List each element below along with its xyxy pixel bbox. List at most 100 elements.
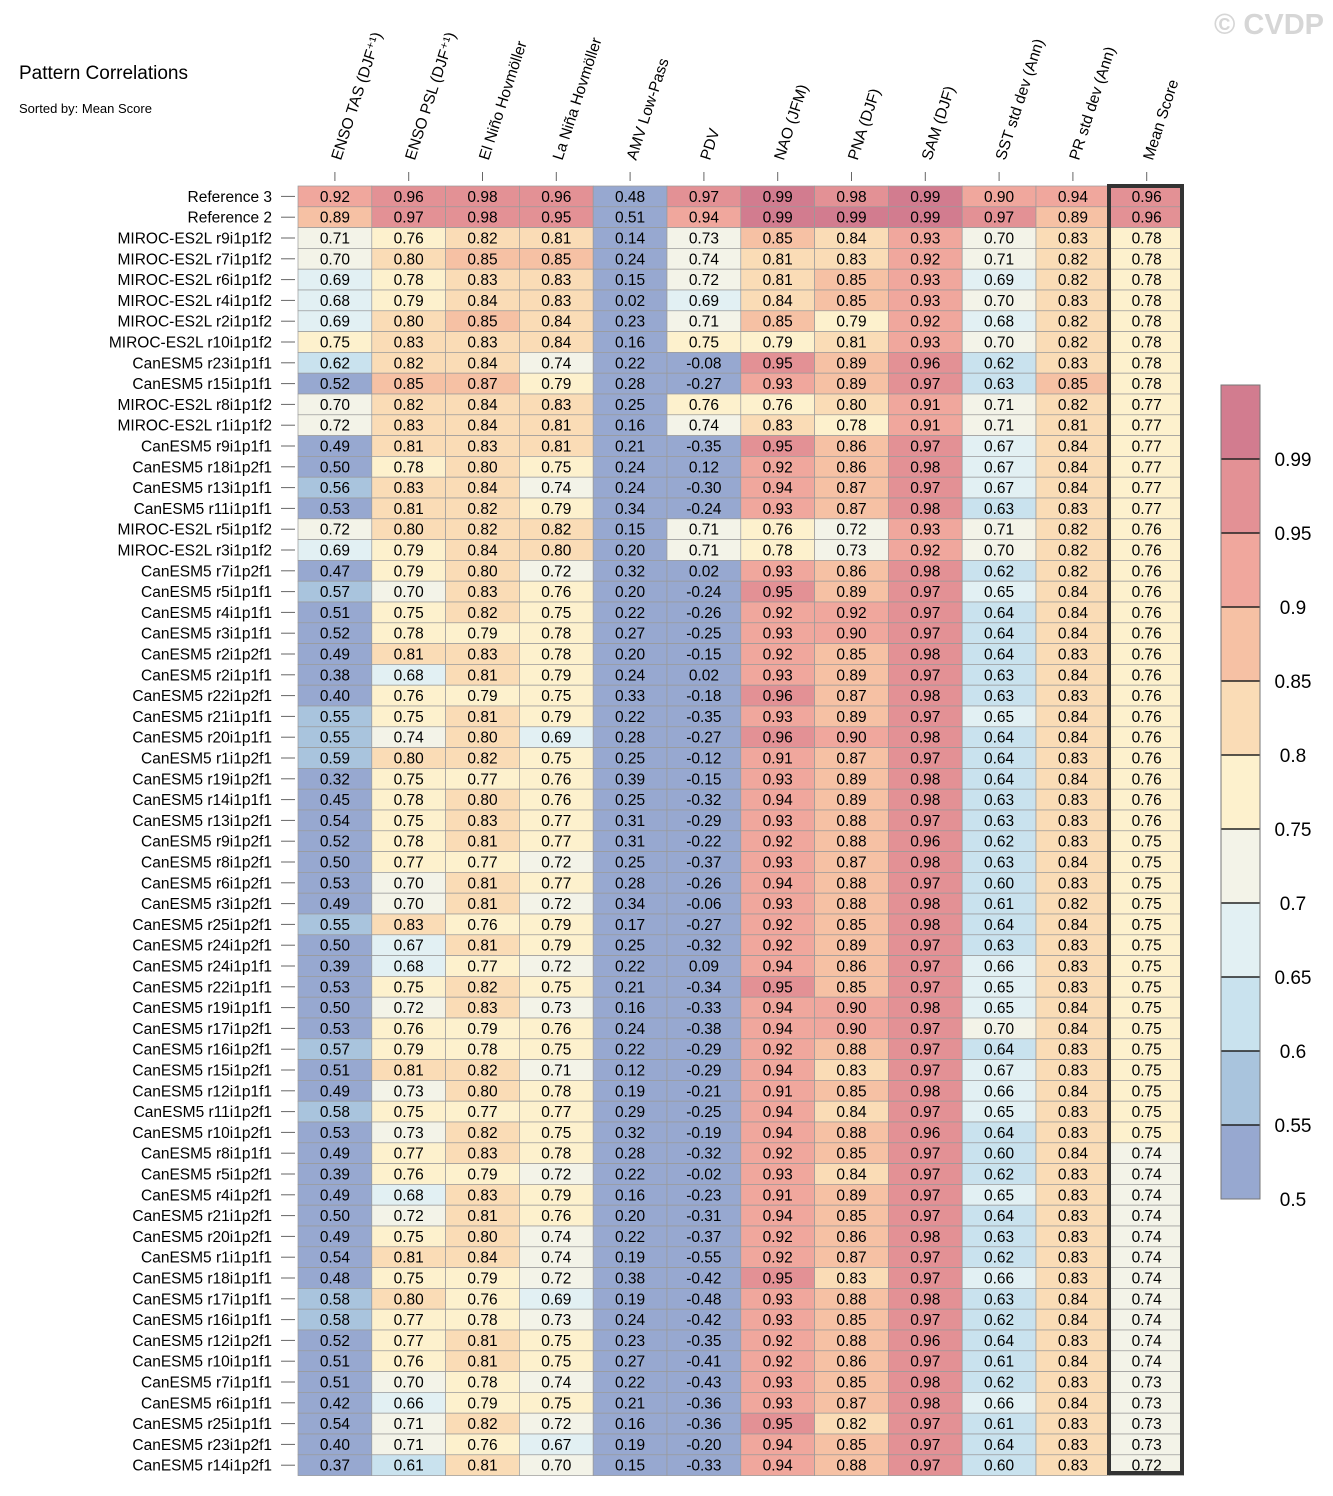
cell-value: 0.75 [394,979,424,996]
cell-value: 0.47 [320,563,350,580]
cell-value: 0.67 [984,480,1014,497]
cell-value: 0.80 [467,1229,498,1246]
cell-value: 0.81 [394,647,424,664]
cell-value: 0.83 [541,397,571,414]
cell-value: -0.06 [686,896,721,913]
cell-value: 0.97 [910,605,940,622]
cell-value: 0.68 [394,667,424,684]
cell-value: 0.80 [394,251,425,268]
cell-value: 0.75 [394,1271,424,1288]
cell-value: 0.84 [467,1250,498,1267]
colorbar-bin [1221,533,1260,607]
cell-value: 0.49 [320,439,350,456]
cell-value: 0.71 [541,1063,571,1080]
cell-value: 0.63 [984,667,1014,684]
cell-value: 0.76 [467,1437,497,1454]
row-label: CanESM5 r21i1p2f1 [132,1208,272,1225]
cell-value: 0.84 [1058,1312,1089,1329]
cell-value: 0.97 [910,1416,940,1433]
cell-value: 0.62 [984,355,1014,372]
cell-value: 0.83 [1058,1437,1088,1454]
cell-value: 0.96 [541,189,571,206]
cell-value: 0.78 [541,1146,571,1163]
cell-value: 0.77 [541,813,571,830]
cell-value: 0.70 [320,251,351,268]
cell-value: 0.63 [984,855,1014,872]
cell-value: -0.41 [686,1354,721,1371]
cell-value: 0.22 [615,1229,645,1246]
cell-value: 0.52 [320,1333,350,1350]
cell-value: 0.88 [836,834,866,851]
row-labels: Reference 3 Reference 2 MIROC-ES2L r9i1p1f… [109,189,295,1475]
cell-value: 0.92 [763,459,793,476]
colorbar-bin [1221,607,1260,681]
row-label: CanESM5 r16i1p2f1 [132,1042,272,1059]
cell-value: 0.76 [1132,543,1162,560]
cell-value: -0.27 [686,730,721,747]
cell-value: 0.67 [984,459,1014,476]
cell-value: 0.55 [320,730,350,747]
cell-value: 0.92 [763,1333,793,1350]
cell-value: 0.83 [836,1063,866,1080]
cell-value: 0.75 [1132,959,1162,976]
cell-value: 0.97 [910,751,940,768]
cell-value: 0.99 [910,210,940,227]
cell-value: 0.85 [1058,376,1088,393]
cell-value: 0.63 [984,501,1014,518]
cell-value: 0.70 [541,1458,572,1475]
cell-value: 0.97 [910,959,940,976]
cell-value: 0.77 [467,959,497,976]
cell-value: 0.39 [615,771,645,788]
cell-value: 0.76 [1132,709,1162,726]
cell-value: 0.74 [1132,1333,1163,1350]
cell-value: 0.22 [615,355,645,372]
cell-value: 0.34 [615,896,646,913]
cell-value: 0.22 [615,709,645,726]
cell-value: 0.83 [1058,1375,1088,1392]
cell-value: 0.25 [615,397,645,414]
row-label: CanESM5 r23i1p2f1 [132,1437,272,1454]
cell-value: 0.24 [615,459,646,476]
cell-value: 0.75 [541,688,571,705]
colorbar-bin [1221,1051,1260,1125]
row-label: CanESM5 r2i1p1f1 [141,667,272,684]
cell-value: -0.32 [686,938,721,955]
cell-value: 0.73 [836,543,866,560]
cell-value: 0.90 [836,1000,867,1017]
cell-value: 0.91 [763,751,793,768]
cell-value: 0.78 [836,418,866,435]
cell-value: 0.94 [763,1458,794,1475]
cell-value: 0.86 [836,563,866,580]
cell-value: 0.74 [541,355,572,372]
cell-value: 0.94 [763,1208,794,1225]
cell-value: 0.84 [467,418,498,435]
cell-value: 0.71 [984,418,1014,435]
row-label: MIROC-ES2L r5i1p1f2 [118,522,273,539]
cell-value: 0.98 [910,459,940,476]
cell-value: -0.25 [686,626,721,643]
cell-value: 0.76 [467,917,497,934]
cell-value: 0.98 [910,771,940,788]
cell-value: 0.14 [615,231,646,248]
cell-value: 0.51 [615,210,645,227]
cell-value: 0.84 [467,355,498,372]
cell-value: 0.76 [1132,626,1162,643]
cell-value: 0.82 [1058,563,1088,580]
column-label: PR std dev (Ann) [1067,45,1120,163]
cell-value: 0.93 [910,231,940,248]
cell-value: -0.12 [686,751,721,768]
row-label: Reference 2 [188,210,272,227]
cell-value: 0.79 [541,1187,571,1204]
cell-value: 0.71 [984,251,1014,268]
row-label: CanESM5 r3i1p1f1 [141,626,272,643]
cell-value: 0.19 [615,1291,645,1308]
cell-value: 0.70 [984,231,1015,248]
column-label: AMV Low-Pass [624,56,673,162]
cell-value: 0.84 [467,397,498,414]
cell-value: 0.94 [763,875,794,892]
cell-value: 0.93 [763,709,793,726]
cell-value: 0.39 [320,959,350,976]
cell-value: 0.83 [1058,1458,1088,1475]
cell-value: -0.25 [686,1104,721,1121]
cell-value: 0.88 [836,1125,866,1142]
